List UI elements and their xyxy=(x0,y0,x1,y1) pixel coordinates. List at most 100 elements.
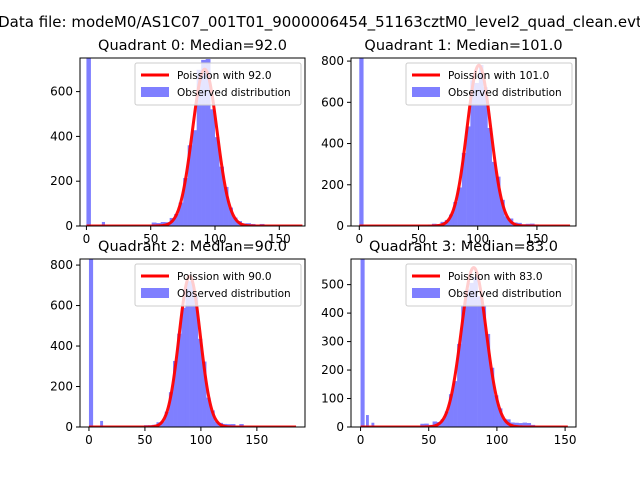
histogram-bar xyxy=(485,333,491,427)
histogram-bar xyxy=(493,395,499,427)
x-tick-label: 50 xyxy=(137,433,152,447)
subplot-grid: 0 50 100 150 0 200 400 600 Quadrant 0: Median=92… xyxy=(50,38,576,447)
histogram-bar xyxy=(196,69,202,226)
histogram-bar xyxy=(466,126,471,226)
histogram-bar xyxy=(101,221,106,226)
x-tick-label: 50 xyxy=(421,433,436,447)
histogram-bar xyxy=(206,397,211,427)
y-tick-label: 200 xyxy=(321,363,344,377)
histogram-bar xyxy=(100,420,104,427)
poisson-line xyxy=(86,67,303,226)
histogram-bar xyxy=(185,281,190,427)
x-tick-label: 100 xyxy=(485,433,508,447)
histogram-bar xyxy=(495,176,501,226)
y-tick-label: 600 xyxy=(321,95,344,109)
histogram-bar xyxy=(210,410,215,427)
y-tick-label: 100 xyxy=(321,392,344,406)
y-tick-label: 400 xyxy=(50,129,73,143)
histogram-bar xyxy=(359,58,364,226)
histogram-bar xyxy=(214,137,220,226)
subplot-quadrant-3: 0 50 100 150 0 100 200 300 400 500 Quadrant 3: Med… xyxy=(321,239,576,447)
histogram-bar xyxy=(448,394,454,427)
y-tick-label: 500 xyxy=(321,278,344,292)
histogram-bar xyxy=(178,202,184,226)
x-tick-label: 0 xyxy=(357,433,365,447)
y-tick-label: 800 xyxy=(50,258,73,272)
histogram-bar xyxy=(481,305,487,427)
x-tick-label: 150 xyxy=(554,433,577,447)
histogram-bar xyxy=(478,65,484,226)
subplot-title: Quadrant 2: Median=90.0 xyxy=(98,239,287,255)
x-tick-label: 50 xyxy=(411,232,426,246)
y-tick-label: 200 xyxy=(50,380,73,394)
histogram-bar xyxy=(461,306,466,427)
histogram-bar xyxy=(173,360,178,427)
histogram-bar xyxy=(371,422,375,427)
histogram-bar xyxy=(219,166,224,226)
legend-bar-swatch xyxy=(412,288,440,298)
histogram-bar xyxy=(504,216,510,226)
histogram-bar xyxy=(500,199,505,226)
poisson-line xyxy=(359,63,571,226)
histogram-bar xyxy=(192,130,197,226)
histogram-bar xyxy=(197,338,203,427)
legend-label: Poission with 92.0 xyxy=(177,70,272,82)
x-tick-label: 150 xyxy=(245,433,268,447)
histogram-bar xyxy=(522,422,527,427)
y-tick-label: 200 xyxy=(50,174,73,188)
legend-bar-swatch xyxy=(141,87,169,97)
subplot-title: Quadrant 0: Median=92.0 xyxy=(98,38,287,54)
y-tick-label: 600 xyxy=(50,299,73,313)
histogram-bar xyxy=(151,222,157,226)
histogram-bar xyxy=(187,145,193,226)
y-tick-label: 400 xyxy=(321,306,344,320)
histogram-bar xyxy=(457,187,463,226)
x-tick-label: 100 xyxy=(204,232,227,246)
histogram-bar xyxy=(489,367,495,427)
plot-area xyxy=(359,58,571,226)
y-tick-label: 600 xyxy=(50,85,73,99)
x-tick-label: 150 xyxy=(525,232,548,246)
plot-area xyxy=(86,58,303,226)
histogram-bar xyxy=(232,217,238,226)
histogram-bar xyxy=(473,276,478,427)
histogram-bar xyxy=(164,411,170,427)
histogram-bar xyxy=(469,282,474,427)
y-tick-label: 400 xyxy=(50,339,73,353)
y-tick-label: 400 xyxy=(321,137,344,151)
histogram-bar xyxy=(168,392,174,427)
histogram-bar xyxy=(498,408,503,427)
legend-box xyxy=(405,62,573,106)
histogram-bar xyxy=(440,419,446,427)
histogram-bar xyxy=(491,161,497,226)
histogram-bar xyxy=(205,59,211,226)
legend-label: Observed distribution xyxy=(177,288,291,300)
y-tick-label: 0 xyxy=(336,420,344,434)
legend-label: Observed distribution xyxy=(448,87,562,99)
legend-box xyxy=(134,62,302,106)
histogram-bar xyxy=(202,361,207,427)
x-tick-label: 0 xyxy=(83,232,91,246)
x-tick-label: 50 xyxy=(143,232,158,246)
histogram-bar xyxy=(477,296,482,427)
histogram-bar xyxy=(444,411,450,427)
histogram-bar xyxy=(470,80,475,226)
histogram-bar xyxy=(424,423,429,427)
histogram-bar xyxy=(201,59,206,226)
axes-frame xyxy=(79,258,306,428)
legend: Poission with 101.0 Observed distribution xyxy=(405,62,573,106)
poisson-line xyxy=(360,265,568,427)
plot-area xyxy=(360,259,568,427)
axes-frame xyxy=(350,57,577,227)
figure-title: Data file: modeM0/AS1C07_001T01_90000064… xyxy=(0,13,640,32)
histogram-bar xyxy=(457,343,462,427)
histogram-bar xyxy=(174,213,179,226)
x-tick-label: 0 xyxy=(85,433,93,447)
legend-bar-swatch xyxy=(412,87,440,97)
histogram-bar xyxy=(193,296,199,427)
legend-label: Poission with 101.0 xyxy=(448,70,549,82)
legend-label: Poission with 83.0 xyxy=(448,271,543,283)
histogram-bar xyxy=(526,422,532,427)
histogram-bar xyxy=(160,421,166,427)
